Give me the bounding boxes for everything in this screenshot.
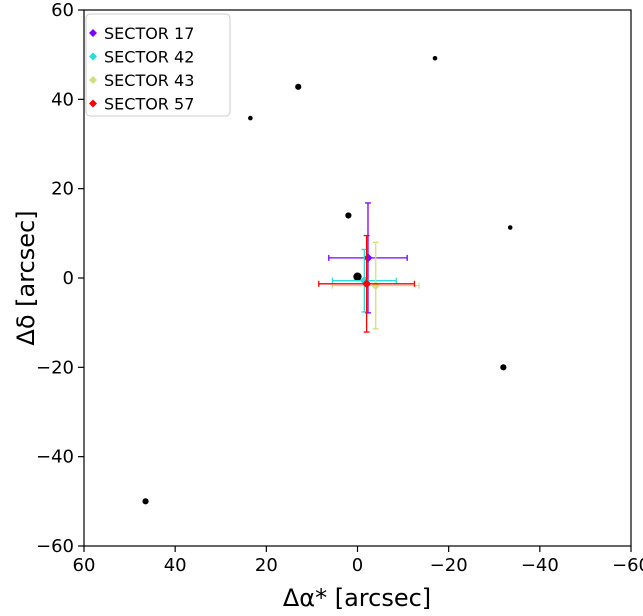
axis-ticks: 60 40 20 0 −20 −40 −60 −60 −40 −20 0 20 40 60 xyxy=(36,0,643,576)
legend-marker xyxy=(89,52,97,61)
background-sources xyxy=(142,55,513,505)
x-tick-label: −60 xyxy=(612,555,643,576)
background-source-point xyxy=(507,225,513,230)
x-tick-label: 20 xyxy=(255,555,278,576)
legend-label: SECTOR 17 xyxy=(104,24,194,43)
series-marker xyxy=(362,279,372,289)
legend-label: SECTOR 42 xyxy=(104,48,194,67)
legend-label: SECTOR 43 xyxy=(104,71,194,90)
x-tick-label: 0 xyxy=(352,555,363,576)
background-source-point xyxy=(500,364,507,371)
y-axis-label: Δδ [arcsec] xyxy=(12,210,40,345)
x-tick-label: 60 xyxy=(73,555,96,576)
background-source-point xyxy=(353,272,362,281)
background-source-point xyxy=(248,115,253,121)
data-series xyxy=(318,202,420,333)
y-tick-label: −20 xyxy=(36,357,74,378)
x-tick-label: 40 xyxy=(164,555,187,576)
y-tick-label: −40 xyxy=(36,447,74,468)
background-source-point xyxy=(432,55,438,61)
x-tick-label: −40 xyxy=(521,555,559,576)
legend-label: SECTOR 57 xyxy=(104,95,194,114)
legend-frame xyxy=(85,13,231,117)
y-tick-label: 20 xyxy=(51,179,74,200)
legend: SECTOR 17 SECTOR 42 SECTOR 43 SECTOR 57 xyxy=(85,13,231,117)
background-source-point xyxy=(142,498,149,505)
legend-marker xyxy=(89,76,97,84)
y-tick-label: −60 xyxy=(36,536,74,557)
legend-marker xyxy=(89,29,97,37)
x-axis-label: Δα* [arcsec] xyxy=(283,584,431,612)
y-tick-label: 60 xyxy=(51,0,74,21)
legend-marker xyxy=(89,99,97,108)
background-source-point xyxy=(295,83,302,90)
background-source-point xyxy=(345,212,352,219)
y-tick-label: 40 xyxy=(51,89,74,110)
series-marker xyxy=(363,253,373,263)
x-tick-label: −20 xyxy=(430,555,468,576)
y-tick-label: 0 xyxy=(63,268,74,289)
